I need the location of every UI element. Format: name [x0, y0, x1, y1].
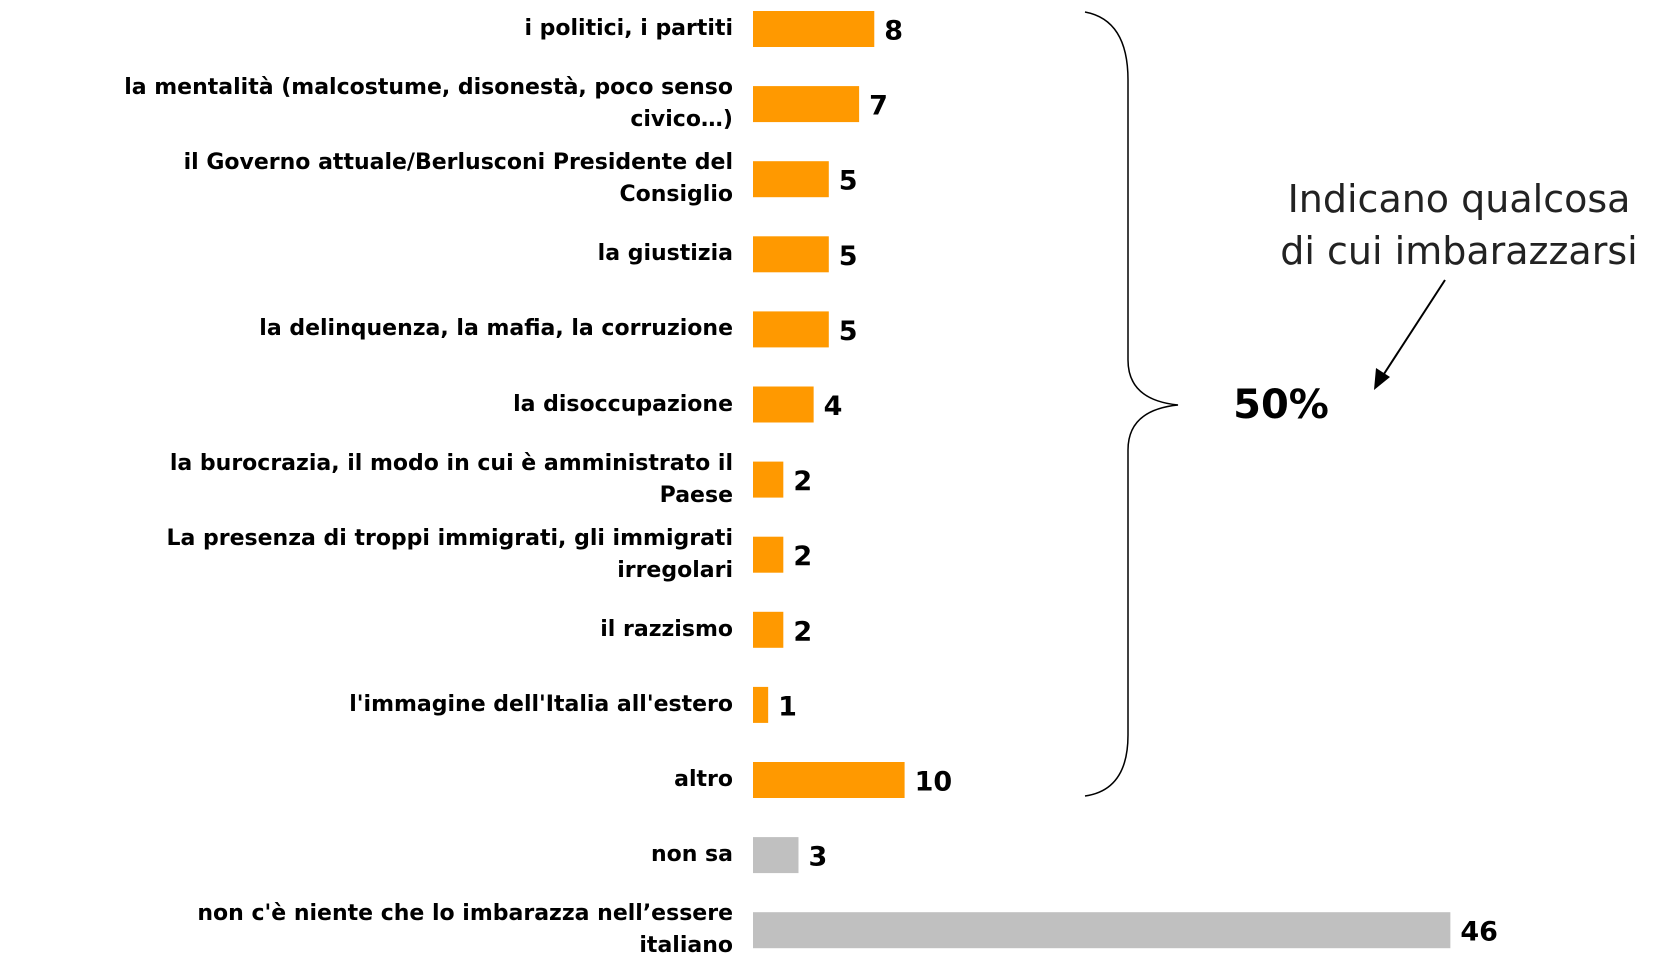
value-label: 2 [793, 541, 812, 572]
bar [753, 161, 829, 198]
bar [753, 461, 784, 498]
bar [753, 686, 769, 723]
category-label: la burocrazia, il modo in cui è amminist… [169, 450, 733, 508]
category-label: non c'è niente che lo imbarazza nell’ess… [197, 901, 733, 959]
arrow-line [1381, 279, 1446, 378]
value-label: 5 [839, 166, 858, 197]
bar [753, 236, 829, 273]
bar [753, 837, 799, 874]
brace [1084, 11, 1179, 797]
value-label: 3 [808, 842, 827, 873]
category-label: il Governo attuale/Berlusconi Presidente… [183, 150, 733, 208]
category-label: la delinquenza, la mafia, la corruzione [259, 316, 733, 342]
category-label: non sa [650, 842, 733, 868]
value-label: 1 [778, 691, 797, 722]
category-label: l'immagine dell'Italia all'estero [349, 691, 733, 717]
category-label: la disoccupazione [513, 391, 733, 417]
value-label: 5 [839, 316, 858, 347]
annotation: Indicano qualcosa di cui imbarazzarsi [1280, 177, 1638, 273]
category-label: il razzismo [600, 616, 733, 642]
bar [753, 912, 1451, 949]
value-label: 10 [915, 767, 953, 798]
annotation-total: 50% [1233, 382, 1329, 428]
bar [753, 536, 784, 573]
arrow-head [1374, 368, 1390, 390]
bar [753, 86, 860, 123]
bar [753, 762, 905, 798]
category-label: altro [674, 767, 733, 792]
category-label: La presenza di troppi immigrati, gli imm… [166, 525, 733, 583]
bar [753, 386, 814, 423]
bar [753, 11, 875, 47]
category-label: la giustizia [597, 241, 733, 267]
value-label: 7 [869, 91, 888, 122]
value-label: 2 [793, 466, 812, 497]
value-label: 8 [884, 16, 903, 47]
category-label: i politici, i partiti [524, 16, 733, 41]
bar [753, 611, 784, 648]
category-label: la mentalità (malcostume, disonestà, poc… [124, 75, 733, 133]
value-label: 5 [839, 241, 858, 272]
value-label: 46 [1460, 917, 1498, 948]
bar [753, 311, 829, 348]
value-label: 2 [793, 616, 812, 647]
value-label: 4 [824, 391, 843, 422]
